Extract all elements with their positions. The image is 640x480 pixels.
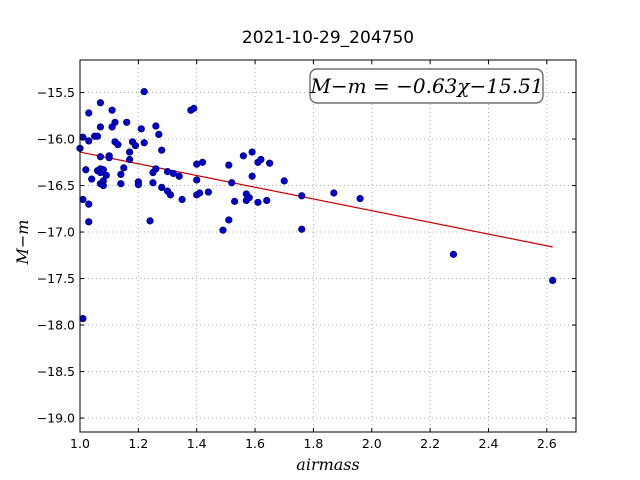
data-point [280,177,288,185]
data-point [549,276,557,285]
data-point [126,148,134,156]
data-point [152,122,160,130]
data-point [96,123,105,131]
data-point [102,171,110,179]
x-tick-labels: 1.0 1.2 1.4 1.6 1.8 2.0 2.2 2.4 2.6 [70,436,557,451]
equation-text: M−m = −0.63χ−15.51 [309,74,543,98]
data-point [79,195,87,204]
data-point [82,166,90,174]
data-point [126,155,134,164]
data-point [248,172,256,180]
data-point [99,166,107,174]
x-tick-label: 1.6 [245,436,265,451]
data-point [140,88,148,96]
data-point [96,153,105,161]
x-tick-label: 1.4 [187,436,207,451]
y-tick-label: −18.0 [37,318,75,333]
equation-box-frame [309,68,544,104]
data-point [239,152,247,160]
data-point [105,154,113,162]
data-point [140,139,148,147]
plot-frame [79,59,577,433]
data-point [245,194,253,202]
data-point [190,104,198,112]
y-axis-label: M−m [13,220,32,266]
data-point [114,141,122,149]
chart-title: 2021-10-29_204750 [242,28,414,48]
y-tick-labels: −15.5 −16.0 −16.5 −17.0 −17.5 −18.0 −18.5 −19.0 [37,85,75,426]
data-point [85,109,93,117]
data-point [266,159,274,167]
data-point [117,180,125,188]
data-point [158,183,166,192]
data-point [131,141,140,150]
data-point [263,196,271,205]
data-point [225,216,233,224]
x-tick-label: 2.4 [479,436,499,451]
data-point [85,218,93,226]
data-point [120,164,128,172]
x-tick-label: 2.6 [537,436,557,451]
data-point [117,170,125,178]
data-point [178,195,186,204]
data-point [228,179,236,187]
data-point [175,172,183,180]
data-point [219,226,227,234]
data-point [204,188,212,196]
x-tick-label: 2.0 [362,436,382,451]
data-point [99,181,107,190]
data-point [85,200,93,208]
data-point [169,169,177,178]
data-point [166,191,175,199]
data-point [146,217,154,225]
data-point [196,189,204,197]
data-point [88,175,96,183]
plot-area [80,60,576,432]
data-point [149,179,157,187]
y-tick-label: −19.0 [37,411,75,426]
data-point [193,176,201,184]
x-tick-label: 1.2 [128,436,148,451]
data-point [108,106,116,114]
x-tick-label: 2.2 [420,436,440,451]
data-point [152,165,160,173]
data-point [449,250,458,258]
y-tick-label: −18.5 [37,364,75,379]
data-point [254,198,262,206]
data-point [298,225,306,233]
data-point [123,118,131,126]
data-point [225,161,233,169]
data-point [155,130,163,138]
data-point [298,192,306,200]
data-point [158,146,166,154]
equation-box: M−m = −0.63χ−15.51 [309,68,544,104]
data-point [134,181,142,189]
y-tick-label: −15.5 [37,85,75,100]
data-point [330,189,338,197]
data-point [137,125,145,133]
x-axis-label: airmass [296,455,359,474]
data-point [356,194,364,203]
data-point [111,118,119,126]
data-point [257,155,265,164]
y-tick-label: −17.0 [37,225,75,240]
data-point [198,158,207,166]
y-tick-label: −16.5 [37,178,75,193]
data-point [96,99,105,107]
x-tick-label: 1.0 [70,436,90,451]
x-tick-label: 1.8 [303,436,323,451]
data-point [231,197,239,205]
ticks [79,60,576,432]
y-tick-label: −16.0 [37,132,75,147]
data-point [79,314,87,323]
data-point [85,137,93,145]
y-tick-label: −17.5 [37,271,75,286]
data-point [93,132,102,140]
data-points [76,88,557,323]
data-point [248,148,256,156]
